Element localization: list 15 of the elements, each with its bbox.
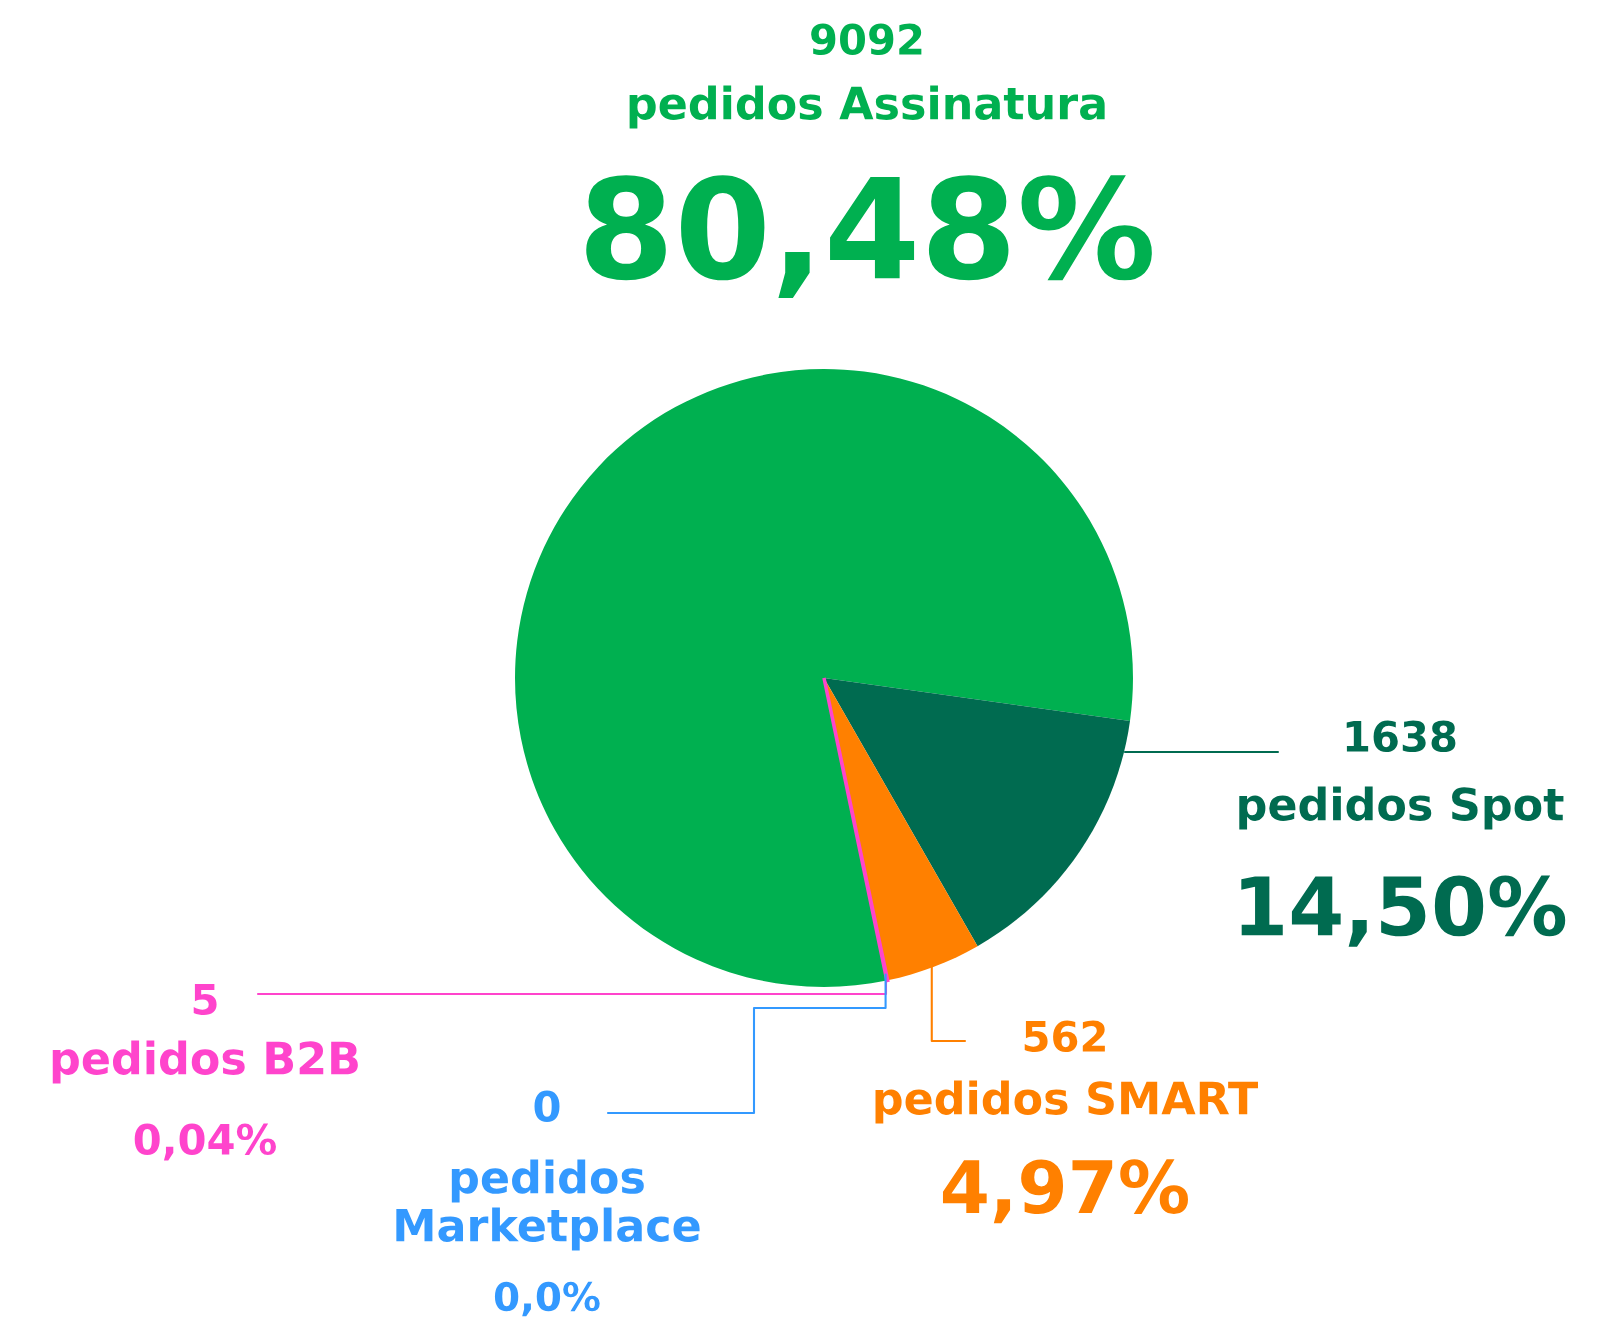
text: 4,97%: [942, 1159, 1188, 1224]
slice-label: pedidos Assinatura: [629, 85, 1105, 129]
data-label: 5: [193, 984, 217, 1016]
slice-label: pedidos B2B: [52, 1040, 358, 1084]
category-label: pedidos Marketplace: [396, 1159, 700, 1251]
data-label: 1638: [1346, 720, 1456, 753]
text: 14,50%: [1241, 875, 1566, 947]
slice-label: pedidos SMART: [875, 1080, 1258, 1124]
data-label: 9092: [811, 23, 922, 56]
text: 80,48%: [586, 175, 1152, 299]
text: 0,04%: [134, 1123, 276, 1161]
text: 0,0%: [494, 1281, 600, 1317]
data-label: 562: [1024, 1020, 1105, 1053]
slice-label: pedidos Spot: [1239, 786, 1564, 830]
text: 0: [534, 1090, 560, 1123]
